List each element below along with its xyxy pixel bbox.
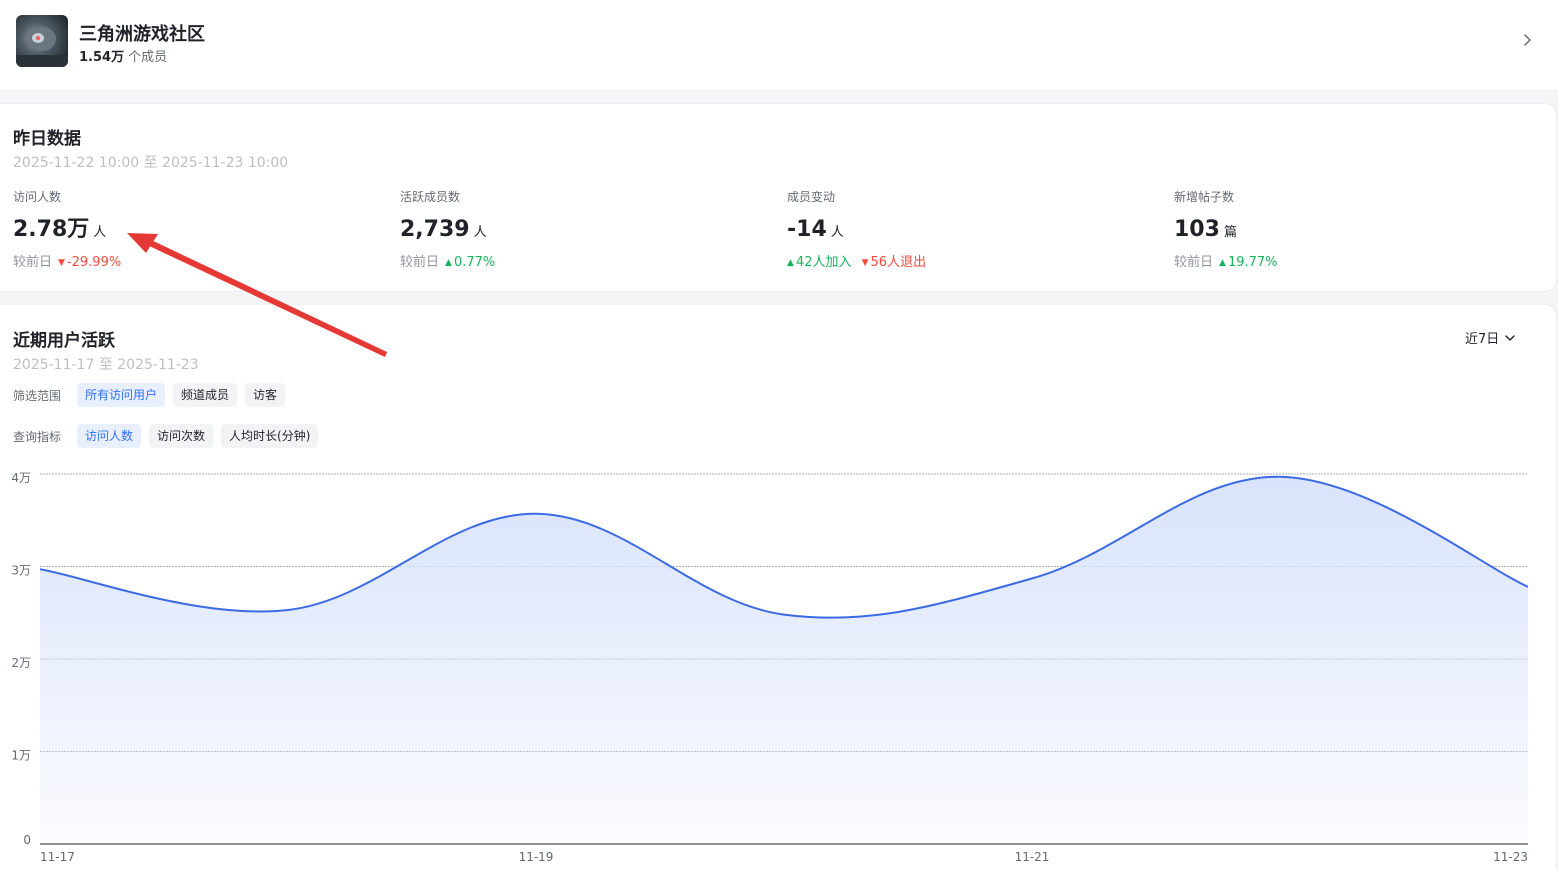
data-point-11-19[interactable] — [533, 511, 539, 517]
member-count-suffix: 个成员 — [128, 50, 168, 65]
metric-value: 103 — [1174, 217, 1220, 242]
metric-chip-visitors[interactable]: 访问人数 — [77, 424, 142, 448]
change-value: ▲ 0.77% — [445, 255, 496, 270]
compare-label: 较前日 — [1174, 255, 1214, 270]
y-tick-label: 4万 — [11, 471, 31, 485]
compare-label: 较前日 — [13, 255, 53, 270]
metric-value: 2.78万 — [13, 217, 90, 242]
metric-member-change: 成员变动 -14 人 ▲ 42人加入 ▼ 56人退出 — [787, 188, 1147, 273]
down-triangle-icon: ▼ — [58, 258, 65, 268]
metric-value: 2,739 — [400, 217, 470, 242]
metric-unit: 人 — [93, 225, 107, 240]
query-metric-row: 查询指标 访问人数 访问次数 人均时长(分钟) — [13, 424, 326, 448]
x-tick-label: 11-19 — [519, 850, 554, 864]
y-tick-label: 2万 — [11, 656, 31, 670]
metric-label: 成员变动 — [787, 190, 836, 204]
data-point-11-22[interactable] — [1277, 474, 1283, 480]
data-point-11-21[interactable] — [1029, 576, 1035, 582]
compare-label: 较前日 — [400, 255, 440, 270]
chevron-down-icon — [1505, 334, 1515, 341]
up-triangle-icon: ▲ — [787, 258, 794, 268]
metric-label: 访问人数 — [13, 190, 62, 204]
yesterday-range: 2025-11-22 10:00 至 2025-11-23 10:00 — [13, 155, 289, 171]
filter-chip-channel-members[interactable]: 频道成员 — [173, 383, 238, 407]
yesterday-title: 昨日数据 — [13, 129, 81, 149]
x-tick-label: 11-17 — [40, 850, 75, 864]
metric-label: 新增帖子数 — [1174, 190, 1235, 204]
metric-label: 活跃成员数 — [400, 190, 461, 204]
series-line — [39, 475, 1529, 619]
data-point-11-18[interactable] — [285, 607, 291, 613]
down-triangle-icon: ▼ — [861, 258, 869, 268]
metric-new-posts: 新增帖子数 103 篇 较前日 ▲ 19.77% — [1174, 188, 1534, 273]
up-triangle-icon: ▲ — [445, 258, 452, 268]
y-tick-label: 3万 — [11, 564, 31, 578]
up-triangle-icon: ▲ — [1219, 258, 1226, 268]
metric-chip-avg-duration[interactable]: 人均时长(分钟) — [221, 424, 319, 448]
metric-active-members: 活跃成员数 2,739 人 较前日 ▲ 0.77% — [400, 188, 760, 273]
members-joined: ▲ 42人加入 — [787, 255, 852, 270]
filter-scope-label: 筛选范围 — [13, 388, 62, 403]
y-tick-label: 0 — [23, 833, 31, 847]
metric-unit: 人 — [473, 225, 487, 240]
member-count-value: 1.54万 — [79, 50, 125, 65]
period-select[interactable]: 近7日 — [1465, 328, 1517, 347]
metric-chip-visits[interactable]: 访问次数 — [149, 424, 214, 448]
community-header[interactable]: 三角洲游戏社区 1.54万 个成员 — [0, 0, 1558, 91]
x-tick-label: 11-21 — [1015, 850, 1050, 864]
community-name: 三角洲游戏社区 — [79, 24, 205, 45]
metric-unit: 篇 — [1223, 225, 1237, 240]
x-tick-label: 11-23 — [1493, 850, 1528, 864]
query-metric-label: 查询指标 — [13, 429, 62, 444]
community-member-count: 1.54万 个成员 — [79, 46, 167, 65]
yesterday-data-card: 昨日数据 2025-11-22 10:00 至 2025-11-23 10:00… — [0, 103, 1557, 292]
change-value: ▲ 19.77% — [1219, 255, 1278, 270]
activity-range: 2025-11-17 至 2025-11-23 — [13, 357, 199, 373]
activity-area-chart: 0 1万 2万 3万 4万 11-17 11-19 11-21 11-23 — [11, 471, 1531, 864]
metric-value: -14 — [787, 217, 827, 242]
metric-unit: 人 — [830, 225, 844, 240]
data-point-11-17[interactable] — [37, 566, 43, 572]
community-avatar — [16, 15, 68, 67]
chevron-right-icon[interactable] — [1519, 32, 1535, 48]
data-point-11-23[interactable] — [1525, 584, 1531, 590]
filter-chip-guests[interactable]: 访客 — [245, 383, 286, 407]
filter-scope-row: 筛选范围 所有访问用户 频道成员 访客 — [13, 383, 293, 407]
change-value: ▼ -29.99% — [58, 255, 122, 270]
period-select-value: 近7日 — [1465, 332, 1500, 347]
activity-title: 近期用户活跃 — [13, 331, 115, 351]
data-point-11-20[interactable] — [781, 612, 787, 618]
y-tick-label: 1万 — [11, 749, 31, 763]
area-fill — [40, 476, 1528, 844]
members-left: ▼ 56人退出 — [861, 255, 927, 270]
metric-visitors: 访问人数 2.78万人 较前日 ▼ -29.99% — [13, 188, 373, 273]
filter-chip-all-visitors[interactable]: 所有访问用户 — [77, 383, 166, 407]
